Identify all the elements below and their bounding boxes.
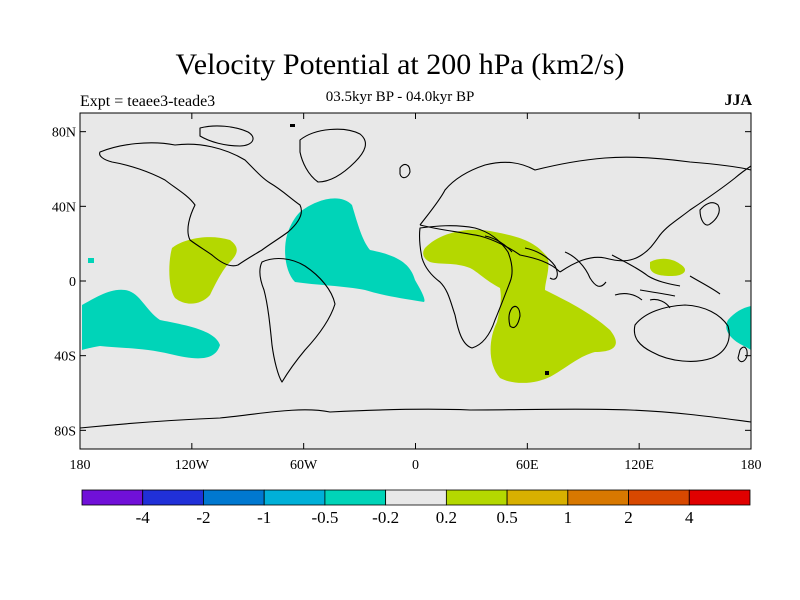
lat-tick-label: 80S: [54, 424, 76, 439]
region-africa-indian-ocean: [423, 229, 616, 383]
colorbar-label: -0.2: [372, 508, 399, 527]
region-east-pacific-dot: [88, 258, 94, 263]
region-central-america: [169, 237, 237, 304]
coastlines: [79, 125, 752, 429]
region-west-pacific-edge: [726, 306, 751, 350]
lon-tick-label: 60E: [516, 458, 539, 473]
lat-tick-label: 0: [69, 275, 76, 290]
colorbar-label: 2: [624, 508, 633, 527]
lon-tick-label: 180: [70, 458, 91, 473]
region-south-pacific: [82, 289, 220, 359]
colorbar-swatch: [81, 489, 144, 506]
season-label: JJA: [724, 92, 752, 109]
lon-tick-label: 180: [741, 458, 762, 473]
marker-indian-ocean: [545, 371, 549, 375]
latitude-axis: 80N 40N 0 40S 80S: [52, 126, 751, 439]
lat-tick-label: 80N: [52, 126, 76, 141]
lon-tick-label: 120E: [624, 458, 654, 473]
coast-africa: [419, 225, 513, 349]
colorbar-swatch: [203, 489, 265, 506]
colorbar-labels: -4 -2 -1 -0.5 -0.2 0.2 0.5 1 2 4: [136, 508, 694, 527]
colorbar: [81, 489, 751, 506]
colorbar-label: 1: [564, 508, 573, 527]
coast-arabia-india: [484, 235, 607, 287]
colorbar-swatch: [567, 489, 629, 506]
region-north-atlantic: [285, 198, 425, 302]
positive-regions: [169, 229, 686, 383]
coast-japan: [699, 202, 720, 226]
chart-title: Velocity Potential at 200 hPa (km2/s): [175, 48, 625, 81]
colorbar-swatch: [445, 489, 508, 506]
colorbar-label: 0.2: [436, 508, 457, 527]
coast-south-america: [259, 257, 336, 383]
region-philippines: [650, 258, 686, 276]
lon-tick-label: 120W: [175, 458, 210, 473]
colorbar-label: 4: [685, 508, 694, 527]
lon-tick-label: 60W: [290, 458, 318, 473]
colorbar-swatch: [628, 489, 690, 506]
coast-antarctica: [79, 408, 752, 429]
lat-tick-label: 40N: [52, 200, 76, 215]
coast-north-america: [99, 142, 302, 267]
coast-arctic-islands: [199, 125, 254, 147]
coast-australia: [633, 304, 730, 362]
coast-indonesia: [614, 293, 671, 309]
colorbar-label: 0.5: [496, 508, 517, 527]
marker-north-atlantic: [290, 124, 295, 127]
colorbar-label: -0.5: [311, 508, 338, 527]
coast-british-isles: [399, 163, 411, 179]
lat-tick-label: 40S: [54, 350, 76, 365]
negative-regions: [82, 198, 751, 359]
colorbar-swatch: [385, 489, 447, 506]
coast-southeast-asia: [611, 254, 721, 297]
coast-greenland: [299, 128, 366, 183]
colorbar-swatch: [506, 489, 569, 506]
experiment-label: Expt = teaee3-teade3: [80, 93, 216, 110]
longitude-axis: 180 120W 60W 0 60E 120E 180: [70, 113, 762, 473]
lon-tick-label: 0: [412, 458, 419, 473]
colorbar-label: -2: [196, 508, 210, 527]
colorbar-swatch: [688, 489, 751, 506]
chart-subtitle: 03.5kyr BP - 04.0kyr BP: [325, 89, 475, 105]
colorbar-label: -1: [257, 508, 271, 527]
colorbar-swatch: [324, 489, 387, 506]
map-markers: [290, 124, 549, 375]
colorbar-swatch: [142, 489, 204, 506]
coast-madagascar: [508, 305, 521, 329]
colorbar-label: -4: [136, 508, 151, 527]
colorbar-swatch: [263, 489, 326, 506]
